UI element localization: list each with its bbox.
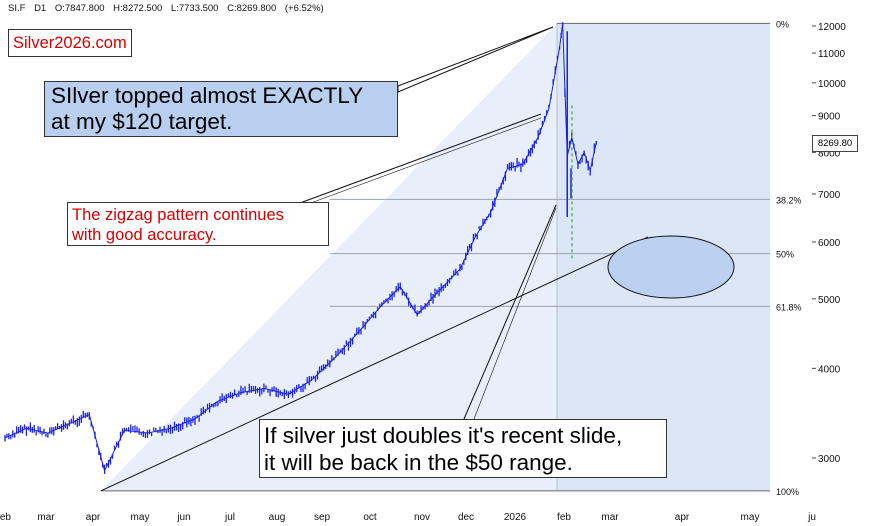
fib-level-label: 50% (776, 250, 794, 260)
x-tick-label: 2026 (504, 512, 527, 523)
zigzag-pointer-line-2 (299, 117, 542, 208)
callout-topped-line2: at my $120 target. (51, 109, 233, 134)
callout-doubles-line1: If silver just doubles it's recent slide… (264, 423, 623, 448)
y-tick-label: 6000 (818, 238, 841, 249)
fib-fan-fill (101, 23, 557, 491)
x-tick-label: sep (314, 512, 331, 523)
x-tick-label: aug (269, 512, 286, 523)
x-tick-label: may (741, 512, 760, 523)
x-tick-label: feb (0, 512, 11, 523)
doubles-pointer-line (463, 204, 557, 420)
support-trendline (100, 236, 649, 492)
x-tick-label: nov (414, 512, 430, 523)
drawing-objects (100, 26, 735, 492)
x-tick-label: jul (224, 512, 235, 523)
low-value: L:7733.500 (170, 3, 219, 14)
x-tick-label: feb (557, 512, 571, 523)
x-tick-label: apr (675, 512, 690, 523)
callout-zigzag[interactable]: The zigzag pattern continues with good a… (67, 202, 329, 246)
target-ellipse (607, 235, 735, 299)
fib-level-label: 38.2% (776, 195, 802, 205)
x-tick-label: jun (176, 512, 190, 523)
y-tick-label: 5000 (818, 295, 841, 306)
price-series (4, 22, 598, 474)
fib-level-lines: 0% 38.2% 50% 61.8% 100% (101, 19, 802, 497)
x-tick-label: oct (363, 512, 377, 523)
x-tick-label: apr (86, 512, 101, 523)
callout-doubles[interactable]: If silver just doubles it's recent slide… (259, 419, 667, 478)
callout-zigzag-line1: The zigzag pattern continues (72, 206, 284, 224)
x-tick-label: dec (458, 512, 474, 523)
callout-doubles-line2: it will be back in the $50 range. (264, 450, 573, 475)
x-tick-label: ju (807, 512, 816, 523)
y-tick-label: 3000 (818, 454, 841, 465)
callout-topped[interactable]: SIlver topped almost EXACTLY at my $120 … (44, 81, 398, 137)
brand-label: Silver2026.com (8, 29, 132, 57)
zigzag-pointer-line (299, 113, 542, 204)
doubles-pointer-line-2 (473, 207, 557, 420)
time-axis: feb mar apr may jun jul aug sep oct nov dec 2026 feb… (0, 512, 816, 523)
fib-level-label: 100% (776, 487, 799, 497)
fib-level-label: 0% (776, 19, 789, 29)
x-tick-label: mar (37, 512, 55, 523)
y-tick-label: 12000 (818, 22, 846, 33)
callout-topped-line1: SIlver topped almost EXACTLY (51, 83, 364, 108)
y-tick-label: 9000 (818, 112, 841, 123)
y-tick-label: 4000 (818, 364, 841, 375)
close-value: C:8269.800 (227, 3, 277, 14)
change-value: (+6.52%) (284, 3, 324, 14)
symbol-header: SI.F D1 O:7847.800 H:8272.500 L:7733.500… (8, 3, 330, 14)
y-tick-label: 11000 (818, 49, 846, 60)
timeframe: D1 (34, 3, 47, 14)
fib-level-label: 61.8% (776, 302, 802, 312)
symbol-name: SI.F (8, 3, 26, 14)
y-tick-label: 10000 (818, 79, 846, 90)
price-line (4, 23, 597, 473)
x-tick-label: mar (601, 512, 619, 523)
y-tick-label: 8000 (818, 148, 841, 159)
topped-pointer-wedge (397, 26, 554, 93)
price-axis: 3000 4000 5000 6000 7000 8000 9000 10000 11000 12… (812, 22, 846, 465)
open-value: O:7847.800 (54, 3, 105, 14)
high-value: H:8272.500 (113, 3, 163, 14)
y-tick-label: 7000 (818, 190, 841, 201)
last-price-label: 8269.80 (812, 135, 858, 152)
callout-zigzag-line2: with good accuracy. (72, 226, 217, 244)
x-tick-label: may (131, 512, 150, 523)
